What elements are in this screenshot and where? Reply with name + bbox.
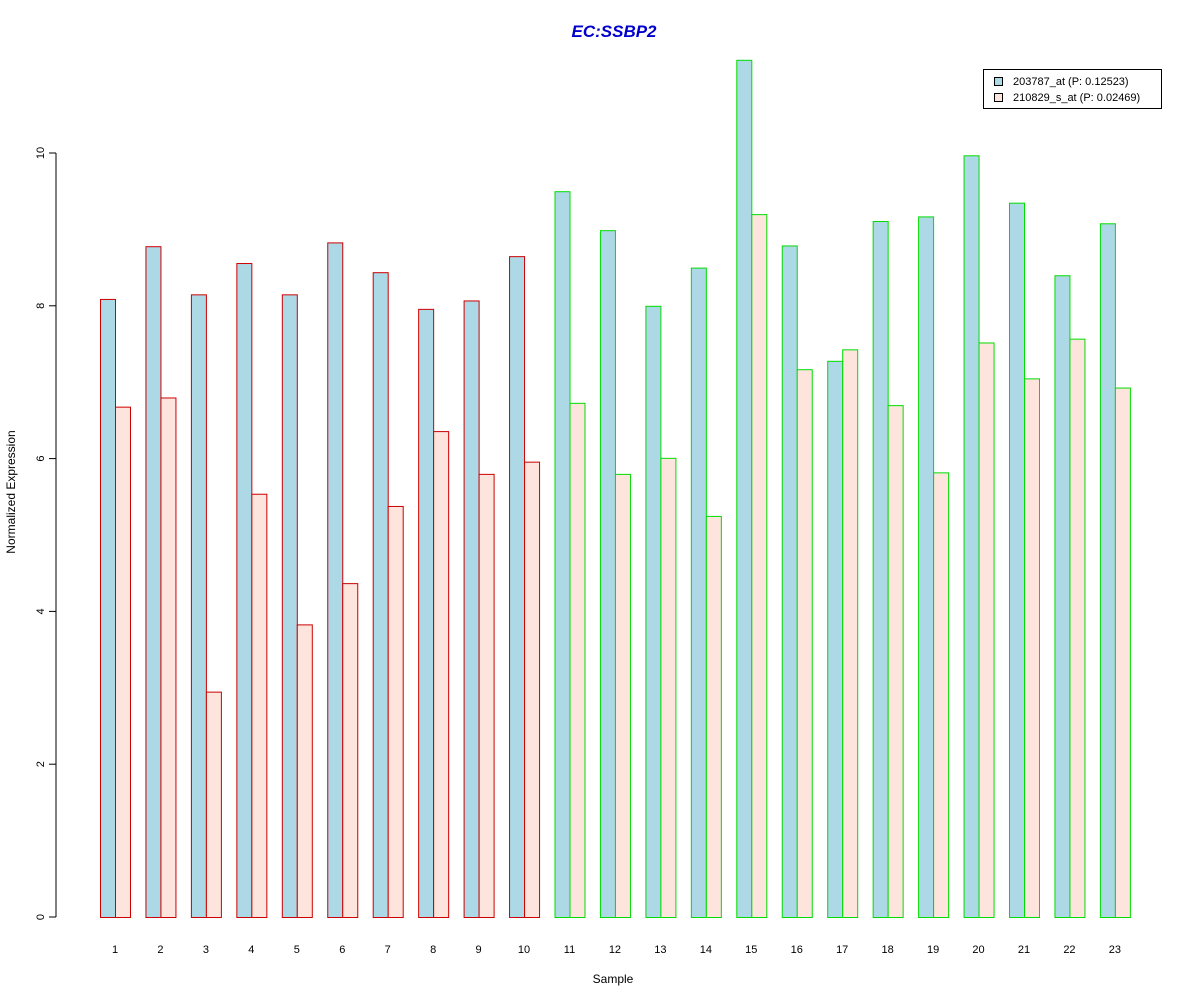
y-tick-label: 10 — [35, 147, 47, 159]
bar-series1-sample-3 — [190, 294, 207, 918]
y-axis: 0 2 4 6 8 10 — [35, 147, 57, 920]
y-tick-label: 6 — [35, 456, 47, 462]
bar-series2-sample-10 — [524, 461, 541, 918]
x-tick-label: 7 — [385, 944, 391, 956]
x-tick-label: 6 — [339, 944, 345, 956]
bar-series2-sample-8 — [433, 431, 450, 918]
bar-series1-sample-2 — [145, 246, 162, 918]
legend-swatch — [994, 93, 1003, 102]
x-tick-label: 21 — [1018, 944, 1030, 956]
y-tick-label: 4 — [35, 608, 47, 614]
bar-series1-sample-19 — [918, 216, 935, 919]
bar-series1-sample-9 — [463, 300, 480, 918]
x-tick-label: 11 — [564, 944, 575, 956]
x-tick-label: 4 — [248, 944, 254, 956]
bar-series2-sample-20 — [978, 342, 995, 918]
x-tick-label: 19 — [927, 944, 939, 956]
bar-series2-sample-3 — [205, 691, 222, 918]
bar-series1-sample-12 — [599, 230, 616, 918]
bar-series2-sample-7 — [387, 505, 404, 918]
x-tick-label: 18 — [882, 944, 894, 956]
bar-series2-sample-21 — [1024, 378, 1040, 918]
y-axis-label: Normalized Expression — [4, 430, 18, 553]
x-tick-label: 10 — [518, 944, 530, 956]
x-axis-label: Sample — [593, 972, 634, 986]
bar-series2-sample-14 — [705, 515, 722, 919]
bar-series1-sample-15 — [736, 59, 753, 919]
bar-series2-sample-13 — [660, 457, 677, 918]
bar-series1-sample-5 — [281, 294, 298, 918]
bar-series1-sample-22 — [1054, 275, 1071, 918]
bar-series2-sample-6 — [342, 583, 359, 919]
bar-series1-sample-6 — [327, 242, 344, 918]
x-tick-label: 3 — [203, 944, 209, 956]
x-tick-label: 1 — [112, 944, 118, 956]
legend-swatch — [994, 77, 1003, 86]
bar-series2-sample-19 — [933, 472, 950, 918]
x-tick-label: 8 — [430, 944, 436, 956]
bars-group — [100, 59, 1131, 919]
chart-title: EC:SSBP2 — [571, 22, 657, 41]
legend: 203787_at (P: 0.12523) 210829_s_at (P: 0.… — [983, 69, 1162, 109]
bar-series1-sample-20 — [963, 155, 980, 919]
bar-series2-sample-18 — [887, 405, 904, 918]
x-tick-label: 9 — [476, 944, 482, 956]
x-tick-label: 22 — [1063, 944, 1075, 956]
legend-box — [983, 69, 1162, 109]
bar-series2-sample-16 — [796, 369, 813, 919]
x-tick-label: 12 — [609, 944, 621, 956]
y-tick-label: 8 — [35, 303, 47, 309]
bar-series1-sample-1 — [100, 298, 116, 918]
bar-series2-sample-1 — [115, 406, 131, 918]
bar-series1-sample-23 — [1099, 223, 1116, 918]
bar-series1-sample-21 — [1009, 202, 1025, 919]
bar-series1-sample-8 — [418, 308, 435, 918]
bar-series2-sample-11 — [569, 402, 586, 918]
x-tick-label: 2 — [157, 944, 163, 956]
bar-series2-sample-5 — [296, 624, 313, 918]
bar-series2-sample-2 — [160, 397, 177, 919]
y-tick-label: 2 — [35, 761, 47, 767]
bar-series1-sample-10 — [509, 256, 526, 918]
x-tick-label: 14 — [700, 944, 712, 956]
x-tick-label: 23 — [1109, 944, 1121, 956]
bar-series1-sample-13 — [645, 305, 662, 918]
bar-series2-sample-9 — [478, 473, 495, 918]
y-tick-label: 0 — [35, 914, 47, 920]
bar-series2-sample-12 — [614, 473, 631, 918]
bar-series1-sample-7 — [372, 272, 389, 918]
bar-series2-sample-15 — [751, 214, 768, 918]
x-tick-label: 16 — [791, 944, 803, 956]
bar-series1-sample-17 — [827, 360, 844, 919]
bar-series1-sample-4 — [236, 263, 253, 918]
bar-series2-sample-23 — [1114, 387, 1131, 919]
bar-series1-sample-11 — [554, 191, 571, 918]
legend-entry: 203787_at (P: 0.12523) — [1013, 76, 1129, 88]
bar-series1-sample-16 — [781, 245, 798, 919]
legend-entry: 210829_s_at (P: 0.02469) — [1013, 92, 1140, 104]
bar-series2-sample-22 — [1069, 338, 1086, 919]
x-tick-label: 5 — [294, 944, 300, 956]
x-tick-label: 13 — [654, 944, 666, 956]
bar-series1-sample-14 — [690, 267, 707, 919]
x-tick-label: 15 — [745, 944, 757, 956]
x-tick-label: 17 — [836, 944, 848, 956]
bar-series1-sample-18 — [872, 220, 889, 919]
x-tick-label: 20 — [972, 944, 984, 956]
bar-series2-sample-4 — [251, 493, 268, 918]
bar-series2-sample-17 — [842, 349, 859, 918]
x-tick-labels: 1 2 3 4 5 6 7 8 9 10 11 12 13 14 15 16 17 18 19 20 21 22 23 — [112, 944, 1121, 956]
